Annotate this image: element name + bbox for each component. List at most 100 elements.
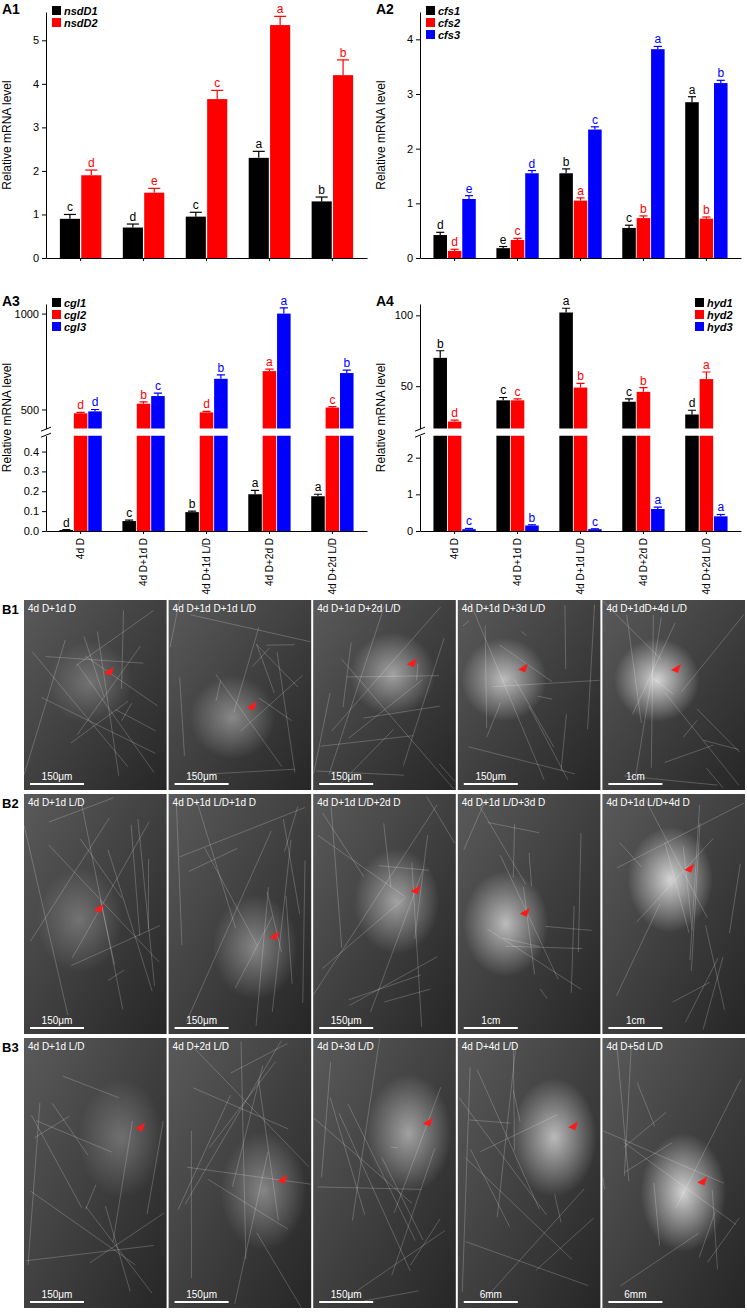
error-bar (499, 397, 507, 400)
y-tick-mark (42, 214, 46, 215)
hypha (86, 1185, 96, 1210)
significance-letter: c (466, 514, 472, 528)
significance-letter: a (654, 32, 661, 46)
hypha (617, 1044, 629, 1181)
letters: cdcabdecab (67, 2, 347, 224)
significance-letter: b (140, 388, 147, 402)
error-bar (654, 46, 662, 49)
plot-area (433, 308, 713, 428)
hypha (561, 714, 566, 770)
hypha (330, 1098, 364, 1215)
y-tick-mark (416, 258, 420, 259)
photo: 4d D+1d L/D+2d D150μm (313, 794, 456, 1034)
error-stem (154, 188, 155, 192)
y-tick-label: 4 (33, 78, 39, 90)
bar (248, 494, 262, 531)
y-tick-mark (416, 531, 420, 532)
bar (496, 400, 510, 428)
x-tick: 4d D+2d L/D (327, 531, 338, 594)
hypha (283, 819, 299, 914)
legend-label: hyd1 (707, 297, 733, 309)
y-axis: 5001000 (15, 305, 47, 430)
error-bar (513, 399, 521, 400)
x-tick-label: 4d D+2d D (264, 538, 275, 586)
legend-label: hyd2 (707, 309, 733, 321)
significance-letter: e (500, 233, 507, 247)
significance-letter: c (155, 379, 161, 393)
bar (151, 396, 165, 429)
bar (326, 408, 340, 429)
photo-texture (26, 1076, 164, 1293)
plot-area (74, 308, 354, 429)
y-tick-label: 1 (407, 197, 413, 209)
hypha (462, 1067, 470, 1292)
significance-letter: c (515, 385, 521, 399)
hypha (427, 797, 455, 844)
x-tick-mark (643, 531, 644, 534)
hypha (703, 740, 738, 749)
error-stem (342, 60, 343, 75)
arrow-marker (568, 1121, 578, 1130)
significance-letter: d (77, 398, 84, 412)
hypha (470, 1149, 509, 1226)
bar (651, 509, 665, 531)
bar (214, 379, 228, 429)
x-tick-mark (332, 258, 333, 261)
y-tick: 50 (401, 380, 420, 392)
x-axis: 4d D4d D+1d D4d D+1d L/D4d D+2d D4d D+2d… (47, 531, 368, 594)
y-axis-line (46, 13, 47, 259)
bar (185, 512, 199, 531)
hypha (323, 813, 364, 877)
error-bar (451, 420, 459, 421)
x-tick-mark (580, 531, 581, 534)
error-bar (190, 212, 202, 216)
photo-background (313, 600, 456, 790)
hypha (683, 720, 697, 737)
bar (714, 516, 728, 531)
y-axis-line (46, 436, 47, 531)
hypha (469, 1120, 510, 1123)
hypha (536, 1218, 594, 1270)
hypha (555, 1194, 561, 1222)
y-tick: 2 (407, 452, 420, 464)
error-stem (566, 308, 567, 312)
photo-blob (463, 871, 549, 977)
hypha (28, 1103, 40, 1265)
photo-caption: 4d D+1d L/D+3d D (462, 797, 545, 808)
y-tick-mark (416, 494, 420, 495)
bar (714, 83, 728, 258)
significance-letter: d (451, 406, 458, 420)
legend-label: hyd3 (707, 321, 733, 333)
error-stem (566, 169, 567, 173)
x-tick: 4d D+1d L/D (575, 531, 586, 594)
hypha (321, 736, 413, 747)
hypha (588, 605, 595, 730)
y-tick: 2 (407, 143, 420, 155)
scale-bar (30, 1027, 84, 1029)
bar (700, 436, 714, 531)
legend-swatch (695, 322, 704, 331)
error-bar (343, 370, 351, 373)
scale-bar-label: 150μm (331, 1015, 362, 1026)
legend-label: cgl3 (64, 321, 86, 333)
y-tick: 4 (33, 78, 46, 90)
y-axis-title: Relative mRNA level (374, 363, 388, 472)
photo: 4d D+4d L/D6mm (458, 1038, 601, 1308)
y-tick-mark (42, 531, 46, 532)
x-tick-label: 4d D+2d L/D (701, 538, 712, 594)
x-tick (269, 258, 270, 261)
letters: dcbaadbdacdcbab (63, 294, 351, 530)
hypha (439, 764, 455, 782)
y-tick-mark (416, 315, 420, 316)
error-bar (576, 198, 584, 201)
significance-letter: a (654, 493, 661, 507)
x-tick: 4d D (449, 531, 460, 559)
error-bar (253, 151, 265, 158)
error-bar (280, 308, 288, 314)
significance-letter: c (126, 506, 132, 520)
photo-blob (221, 1131, 307, 1250)
photo-blob (461, 638, 547, 722)
y-axis: 50100 (395, 305, 421, 430)
photo-blob (213, 894, 299, 1000)
bar (270, 25, 290, 258)
